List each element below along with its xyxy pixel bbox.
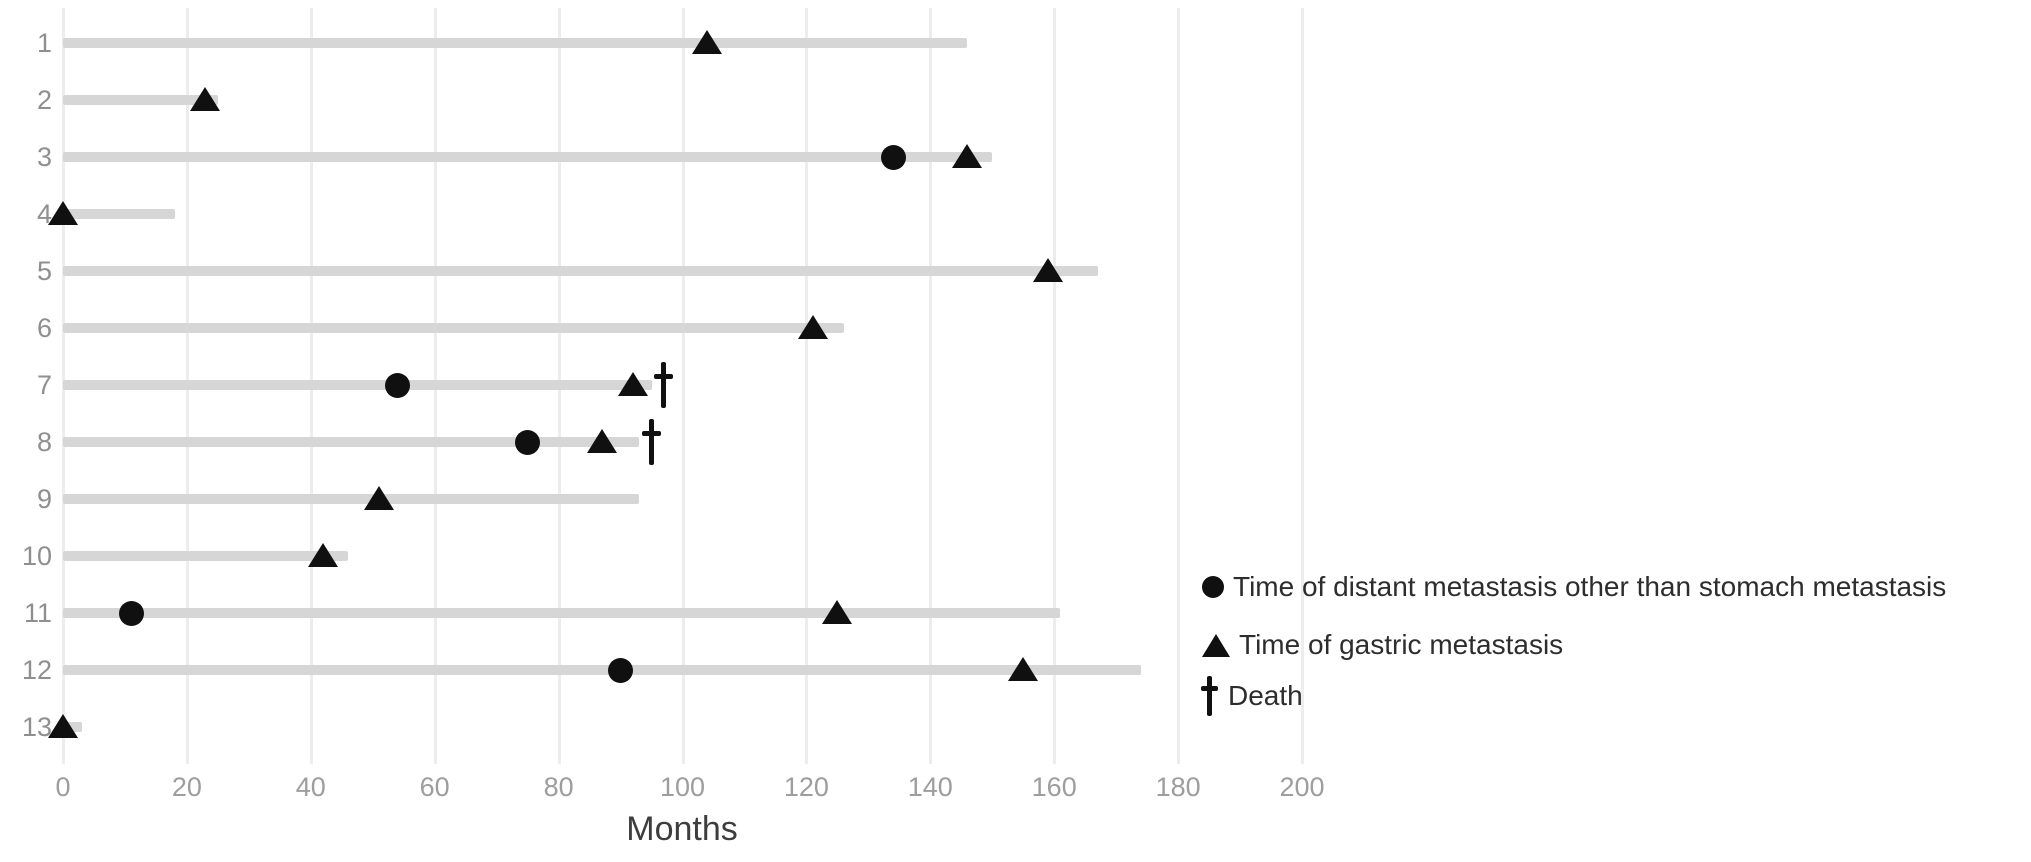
gastric-metastasis-marker <box>617 372 648 396</box>
gridline <box>1301 8 1304 764</box>
distant-metastasis-marker <box>880 144 906 170</box>
legend-label: Death <box>1228 680 1303 711</box>
row-label: 7 <box>36 370 52 400</box>
gastric-metastasis-marker <box>308 543 339 567</box>
x-tick-label: 140 <box>907 772 953 802</box>
patient-bar <box>63 209 175 219</box>
gridline <box>805 8 809 764</box>
patient-bar <box>63 38 968 48</box>
row-label: 11 <box>23 598 52 628</box>
gastric-metastasis-marker <box>1033 258 1063 282</box>
distant-metastasis-marker <box>515 429 541 455</box>
patient-bar <box>63 437 640 447</box>
gastric-metastasis-marker <box>48 714 78 738</box>
row-label: 4 <box>36 199 52 229</box>
dagger-marker-icon <box>1201 676 1218 716</box>
row-label: 5 <box>36 256 52 286</box>
gastric-metastasis-marker <box>586 429 617 453</box>
x-axis-title: Months <box>626 810 738 848</box>
row-label: 13 <box>21 712 52 742</box>
x-tick-label: 180 <box>1155 772 1201 802</box>
row-label: 8 <box>36 427 52 457</box>
gridline <box>1053 8 1057 764</box>
distant-metastasis-marker <box>608 657 634 683</box>
row-label: 6 <box>36 313 52 343</box>
patient-bar <box>63 608 1061 618</box>
row-label: 2 <box>36 85 52 115</box>
x-tick-label: 160 <box>1031 772 1077 802</box>
gastric-metastasis-marker <box>190 87 221 111</box>
x-tick-label: 20 <box>171 772 202 802</box>
gridline <box>681 8 685 764</box>
patient-bar <box>63 551 348 561</box>
circle-marker-icon <box>1202 576 1224 598</box>
x-tick-label: 100 <box>659 772 706 802</box>
distant-metastasis-marker <box>385 372 411 398</box>
distant-metastasis-marker <box>118 600 144 626</box>
legend-item-gastric-metastasis: Time of gastric metastasis <box>1202 629 1563 661</box>
x-tick-label: 40 <box>295 772 326 802</box>
death-marker <box>654 362 674 408</box>
gastric-metastasis-marker <box>797 315 828 339</box>
patient-bar <box>63 95 218 105</box>
gastric-metastasis-marker <box>822 600 853 624</box>
triangle-marker-icon <box>1202 633 1230 657</box>
gastric-metastasis-marker <box>1008 657 1039 681</box>
gridline <box>1177 8 1181 764</box>
gastric-metastasis-marker <box>48 201 78 225</box>
patient-bar <box>63 665 1141 675</box>
legend-item-distant-metastasis: Time of distant metastasis other than st… <box>1202 571 1946 603</box>
legend-label: Time of gastric metastasis <box>1239 629 1564 660</box>
gastric-metastasis-marker <box>952 144 983 168</box>
legend-label: Time of distant metastasis other than st… <box>1233 571 1947 602</box>
legend-item-death: Death <box>1201 676 1303 716</box>
patient-bar <box>63 323 844 333</box>
patient-bar <box>63 494 640 504</box>
patient-bar <box>63 266 1098 276</box>
x-tick-label: 80 <box>543 772 574 802</box>
x-tick-label: 200 <box>1279 772 1325 802</box>
death-marker <box>642 419 662 465</box>
row-label: 12 <box>21 655 52 685</box>
row-label: 9 <box>36 484 52 514</box>
row-label: 1 <box>36 28 52 58</box>
gastric-metastasis-marker <box>692 30 723 54</box>
gastric-metastasis-marker <box>363 486 394 510</box>
patient-bar <box>63 152 993 162</box>
row-label: 3 <box>36 142 52 172</box>
x-tick-label: 0 <box>55 772 71 802</box>
patient-bar <box>63 380 652 390</box>
x-tick-label: 120 <box>783 772 829 802</box>
row-label: 10 <box>21 541 52 571</box>
x-tick-label: 60 <box>419 772 450 802</box>
gridline <box>929 8 933 764</box>
